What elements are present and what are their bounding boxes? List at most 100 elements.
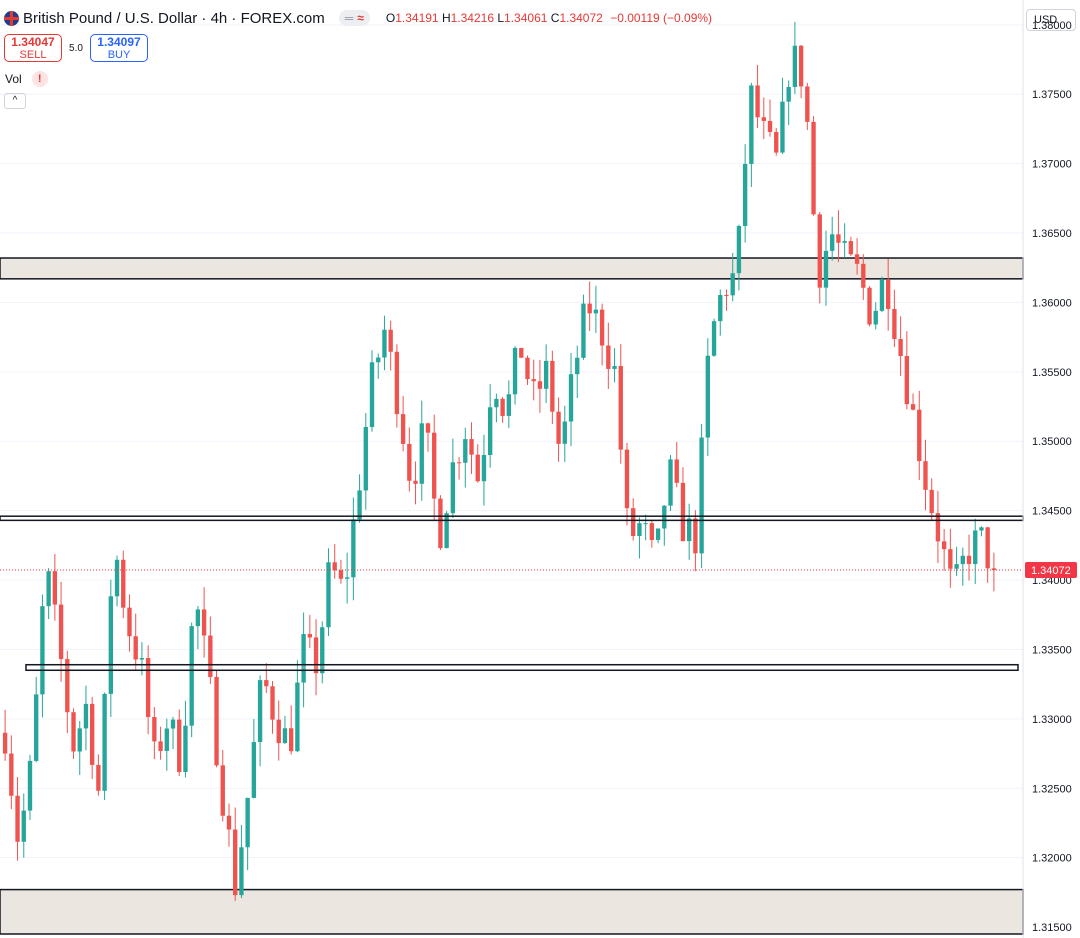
candle-body xyxy=(295,682,300,752)
candle-body xyxy=(158,741,163,751)
candle-body xyxy=(226,815,232,830)
candle-body xyxy=(121,559,126,608)
candle-body xyxy=(512,347,518,395)
candle-body xyxy=(730,273,735,296)
candle-body xyxy=(450,462,456,514)
candle-body xyxy=(537,381,543,389)
high-label: H xyxy=(441,11,451,25)
candle-body xyxy=(556,411,561,444)
candle-body xyxy=(251,742,257,798)
y-tick-label: 1.33000 xyxy=(1032,714,1072,726)
volume-indicator-name: Vol xyxy=(5,72,22,86)
candle-body xyxy=(388,329,393,352)
candle-body xyxy=(724,295,729,297)
open-label: O xyxy=(385,11,396,25)
candle-body xyxy=(52,571,58,605)
candle-body xyxy=(637,523,642,537)
candle-body xyxy=(767,120,773,132)
candle-body xyxy=(792,45,798,87)
candle-body xyxy=(494,398,499,408)
candle-body xyxy=(208,635,213,677)
candle-body xyxy=(680,482,686,542)
candle-body xyxy=(351,519,356,578)
candle-body xyxy=(276,719,281,744)
candle-body xyxy=(282,728,288,744)
candle-body xyxy=(320,627,325,674)
candle-body xyxy=(699,437,704,554)
candle-body xyxy=(65,659,70,713)
sell-price: 1.34047 xyxy=(11,35,55,49)
symbol-status-badge[interactable]: ═ ≈ xyxy=(338,10,370,26)
currency-selector[interactable]: USD xyxy=(1026,9,1076,31)
candle-body xyxy=(114,559,120,597)
candle-body xyxy=(475,454,480,482)
candle-body xyxy=(201,609,207,636)
y-tick-label: 1.38000 xyxy=(1032,20,1072,32)
candle-body xyxy=(332,562,337,571)
y-tick-label: 1.35000 xyxy=(1032,436,1072,448)
candle-body xyxy=(177,719,182,773)
candle-body xyxy=(487,407,493,456)
candle-body xyxy=(612,365,617,369)
candle-body xyxy=(139,657,145,660)
candle-body xyxy=(40,606,45,695)
y-tick-label: 1.37000 xyxy=(1032,159,1072,171)
candle-body xyxy=(432,432,437,499)
candle-body xyxy=(127,607,132,637)
y-tick-label: 1.36000 xyxy=(1032,297,1072,309)
candle-body xyxy=(948,549,953,569)
candle-body xyxy=(83,703,89,729)
candle-body xyxy=(34,694,39,761)
candle-body xyxy=(662,505,667,529)
candle-body xyxy=(649,523,655,540)
candle-body xyxy=(705,355,711,438)
candle-body xyxy=(904,355,910,405)
candle-body xyxy=(71,712,76,752)
sell-button[interactable]: 1.34047 SELL xyxy=(4,34,62,62)
candle-body xyxy=(543,360,549,389)
candle-body xyxy=(133,636,138,660)
candle-body xyxy=(817,214,822,288)
buy-button[interactable]: 1.34097 BUY xyxy=(90,34,148,62)
candle-body xyxy=(836,234,841,243)
candle-body xyxy=(966,555,972,565)
buy-price: 1.34097 xyxy=(97,35,141,49)
buy-label: BUY xyxy=(107,49,131,61)
warning-icon[interactable]: ! xyxy=(31,71,48,87)
candle-body xyxy=(973,530,978,565)
candle-body xyxy=(593,309,599,314)
close-value: 1.34072 xyxy=(559,11,603,25)
candle-body xyxy=(917,409,922,462)
candle-body xyxy=(264,680,269,687)
ohlc-values: O1.34191 H1.34216 L1.34061 C1.34072 −0.0… xyxy=(386,11,712,25)
candle-body xyxy=(145,657,151,718)
candle-body xyxy=(46,571,51,607)
collapse-legend-button[interactable]: ^ xyxy=(4,93,26,109)
candle-body xyxy=(674,459,679,483)
y-tick-label: 1.35500 xyxy=(1032,367,1072,379)
last-price-badge xyxy=(1025,562,1077,579)
level-line xyxy=(0,515,1024,522)
candle-body xyxy=(382,329,387,358)
candle-body xyxy=(979,527,984,531)
candle-body xyxy=(885,279,891,309)
candle-body xyxy=(183,725,188,773)
candle-body xyxy=(562,421,567,444)
change-value: −0.00119 (−0.09%) xyxy=(610,11,713,25)
y-tick-label: 1.34500 xyxy=(1032,506,1072,518)
candle-body xyxy=(77,728,82,752)
candle-body xyxy=(805,86,810,122)
candle-body xyxy=(89,703,95,765)
candles xyxy=(2,21,997,901)
candle-body xyxy=(935,513,941,542)
y-tick-label: 1.37500 xyxy=(1032,89,1072,101)
symbol-title[interactable]: British Pound / U.S. Dollar · 4h · FOREX… xyxy=(23,9,325,27)
candle-body xyxy=(923,461,928,490)
high-value: 1.34216 xyxy=(450,11,495,25)
candle-body xyxy=(898,339,903,356)
candle-body xyxy=(606,345,611,369)
volume-indicator-legend[interactable]: Vol ! xyxy=(5,71,48,87)
candle-body xyxy=(848,241,854,255)
candle-body xyxy=(823,250,829,288)
